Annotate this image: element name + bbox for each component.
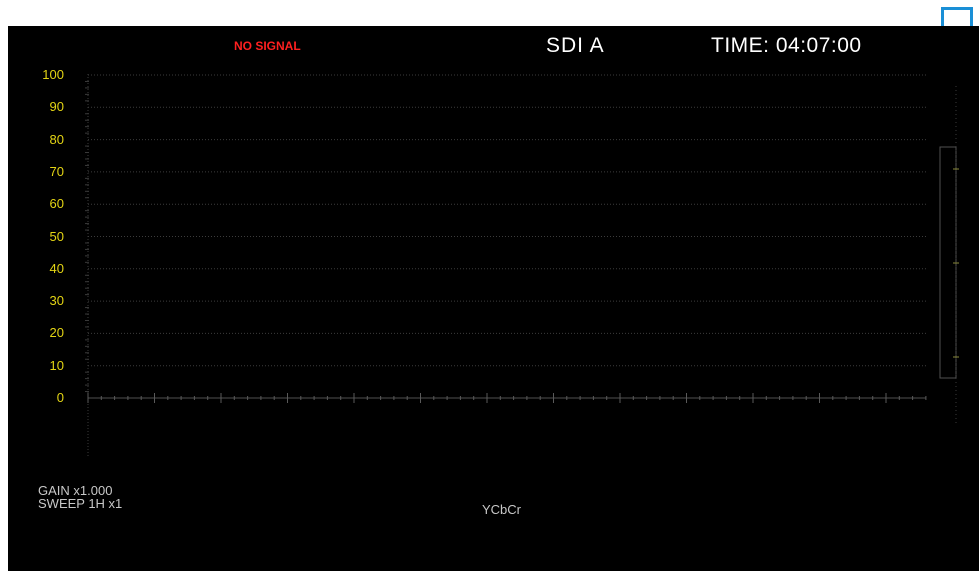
scale-label: 60 — [49, 196, 64, 212]
scale-label: 20 — [49, 325, 64, 341]
scale-label: 50 — [49, 228, 64, 244]
input-channel-label: SDI A — [546, 34, 605, 57]
scale-label: 30 — [49, 293, 64, 309]
waveform-graticule — [85, 74, 959, 456]
scale-label: 0 — [56, 390, 64, 405]
scale-label: 70 — [49, 163, 64, 179]
scale-label: 100 — [42, 67, 64, 82]
scale-label: 80 — [49, 131, 64, 147]
waveform-monitor-screen: NO SIGNAL SDI A TIME: 04:07:00 100 90 80 70… — [8, 26, 979, 571]
color-format-label: YCbCr — [482, 502, 522, 517]
sweep-readout: SWEEP 1H x1 — [38, 496, 123, 511]
scale-label: 40 — [49, 260, 64, 276]
time-readout: TIME: 04:07:00 — [711, 34, 862, 57]
no-signal-warning: NO SIGNAL — [234, 39, 301, 53]
gain-readout: GAIN x1.000 — [38, 483, 113, 498]
scale-label: 10 — [49, 357, 64, 373]
scale-label: 90 — [49, 99, 64, 115]
